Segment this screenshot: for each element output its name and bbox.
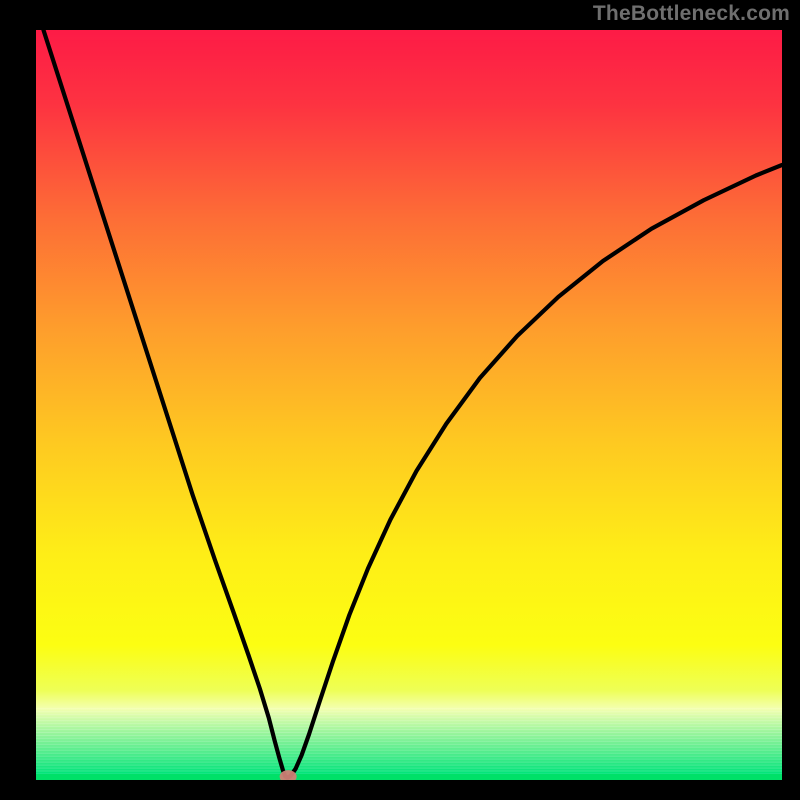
chart-frame: TheBottleneck.com — [0, 0, 800, 800]
gradient-background — [36, 30, 782, 780]
watermark-text: TheBottleneck.com — [593, 2, 790, 26]
chart-svg — [36, 30, 782, 780]
baseline-strip — [36, 774, 782, 780]
plot-area — [36, 30, 782, 780]
